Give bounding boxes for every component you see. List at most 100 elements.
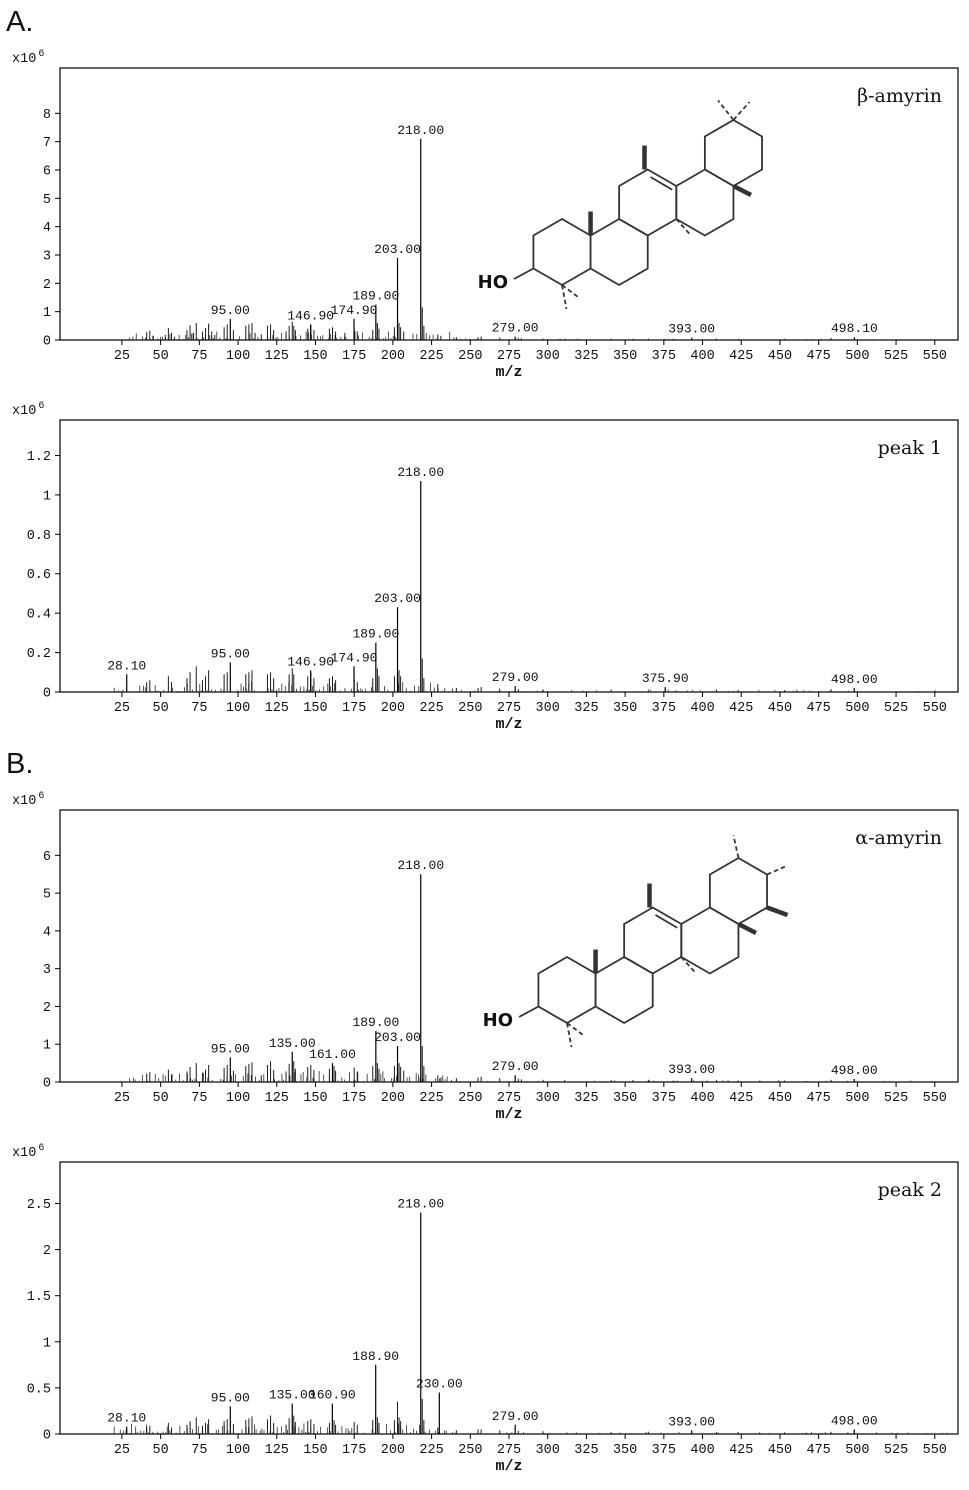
spectrum-title: β-amyrin — [857, 85, 942, 107]
y-tick-label: 1 — [43, 1039, 51, 1054]
x-axis-title: m/z — [495, 364, 522, 381]
x-tick-label: 450 — [768, 1091, 792, 1106]
x-tick-label: 425 — [729, 1443, 753, 1458]
x-tick-label: 375 — [652, 1443, 676, 1458]
plot-frame — [59, 67, 959, 341]
x-tick-label: 475 — [806, 701, 830, 716]
peak-label: 189.00 — [352, 289, 399, 304]
peak-label: 230.00 — [416, 1377, 463, 1392]
alpha-amyrin-standard-svg: x10 6 0 1 2 3 4 5 6 25 50 75 100 125 150 175 200 225 250 27… — [12, 791, 959, 1123]
y-tick-label: 5 — [43, 193, 51, 208]
x-tick-label: 375 — [652, 349, 676, 364]
alpha-amyrin-structure: HO — [483, 835, 789, 1048]
x-axis-title: m/z — [495, 1106, 522, 1123]
peak-label: 146.90 — [287, 308, 334, 323]
y-tick-label: 3 — [43, 963, 51, 978]
x-tick-label: 25 — [114, 701, 130, 716]
y-tick-label: 0.4 — [27, 608, 51, 623]
x-tick-label: 25 — [114, 1443, 130, 1458]
y-tick-label: 1.5 — [27, 1290, 51, 1305]
spectrum-title: peak 2 — [878, 1179, 942, 1201]
x-tick-label: 275 — [497, 349, 521, 364]
x-tick-label: 225 — [419, 1443, 443, 1458]
x-tick-label: 75 — [191, 1443, 207, 1458]
x-tick-label: 400 — [690, 701, 714, 716]
x-tick-label: 325 — [574, 1091, 598, 1106]
y-tick-label: 7 — [43, 136, 51, 151]
y-tick-label: 8 — [43, 108, 51, 123]
y-tick-label: 0.6 — [27, 568, 51, 583]
minor-peaks — [146, 1046, 832, 1082]
noise-peaks — [129, 1070, 946, 1082]
x-tick-label: 525 — [884, 1091, 908, 1106]
x-tick-label: 525 — [884, 349, 908, 364]
peak-label: 218.00 — [397, 465, 444, 480]
x-tick-label: 225 — [419, 349, 443, 364]
x-tick-label: 425 — [729, 349, 753, 364]
plot-frame — [59, 1161, 959, 1435]
y-tick-label: 0.8 — [27, 529, 51, 544]
x-tick-label: 475 — [806, 349, 830, 364]
x-tick-label: 325 — [574, 701, 598, 716]
peak-label: 498.00 — [831, 1063, 878, 1078]
x-tick-label: 50 — [153, 1091, 169, 1106]
x-tick-label: 150 — [303, 1443, 327, 1458]
x-tick-label: 525 — [884, 1443, 908, 1458]
peak-label: 393.00 — [668, 1414, 715, 1429]
plot-frame — [59, 809, 959, 1083]
peak-label: 279.00 — [492, 670, 539, 685]
y-scale-label: x10 6 — [12, 49, 44, 67]
x-tick-label: 50 — [153, 349, 169, 364]
peak-1-svg: x10 6 0 0.2 0.4 0.6 0.8 1 1.2 25 50 75 100 125 150 175 2… — [12, 401, 959, 733]
x-axis-title: m/z — [495, 1458, 522, 1475]
plot-frame — [59, 419, 959, 693]
x-tick-label: 25 — [114, 349, 130, 364]
x-tick-label: 450 — [768, 1443, 792, 1458]
peak-label: 174.90 — [331, 650, 378, 665]
x-tick-label: 250 — [458, 349, 482, 364]
x-tick-label: 50 — [153, 1443, 169, 1458]
peak-label: 95.00 — [211, 1041, 250, 1056]
x-tick-label: 325 — [574, 349, 598, 364]
peak-label: 188.90 — [352, 1349, 399, 1364]
x-tick-label: 275 — [497, 1091, 521, 1106]
peak-label: 28.10 — [107, 1411, 146, 1426]
peak-label: 393.00 — [668, 1062, 715, 1077]
spectrum-peak-2: x10 6 0 0.5 1 1.5 2 2.5 25 50 75 100 125 150 175 200 225… — [2, 1134, 964, 1486]
x-tick-label: 150 — [303, 1091, 327, 1106]
x-tick-label: 375 — [652, 1091, 676, 1106]
x-tick-label: 375 — [652, 701, 676, 716]
peak-label: 135.00 — [269, 1388, 316, 1403]
x-tick-label: 50 — [153, 701, 169, 716]
y-tick-label: 0 — [43, 1077, 51, 1092]
peak-label: 174.90 — [331, 303, 378, 318]
peak-label: 375.90 — [642, 671, 689, 686]
x-tick-label: 475 — [806, 1091, 830, 1106]
peak-label: 28.10 — [107, 658, 146, 673]
peak-label: 189.00 — [352, 1015, 399, 1030]
peak-label: 279.00 — [492, 321, 539, 336]
hydroxyl-label: HO — [478, 272, 508, 293]
peak-label: 279.00 — [492, 1409, 539, 1424]
peak-label: 498.10 — [831, 321, 878, 336]
x-tick-label: 550 — [923, 1091, 947, 1106]
y-tick-label: 2 — [43, 1001, 51, 1016]
x-tick-label: 225 — [419, 701, 443, 716]
spectrum-peak-1: x10 6 0 0.2 0.4 0.6 0.8 1 1.2 25 50 75 100 125 150 175 2… — [2, 392, 964, 744]
x-tick-label: 250 — [458, 701, 482, 716]
minor-peaks — [146, 658, 832, 692]
x-tick-label: 125 — [265, 701, 289, 716]
x-tick-label: 150 — [303, 349, 327, 364]
x-tick-label: 400 — [690, 1091, 714, 1106]
x-tick-label: 250 — [458, 1091, 482, 1106]
x-tick-label: 175 — [342, 1443, 366, 1458]
x-tick-label: 500 — [845, 349, 869, 364]
peak-label: 218.00 — [397, 1197, 444, 1212]
peak-label: 146.90 — [287, 654, 334, 669]
x-tick-label: 550 — [923, 701, 947, 716]
y-tick-label: 0 — [43, 1429, 51, 1444]
y-tick-label: 0 — [43, 335, 51, 350]
